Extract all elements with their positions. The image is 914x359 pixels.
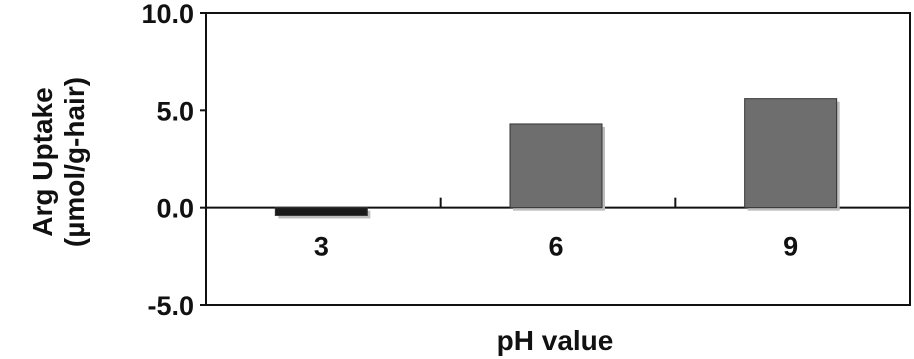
x-tick-label: 6: [548, 232, 563, 262]
y-axis-title-line-2: (µmol/g-hair): [59, 77, 90, 247]
bar-ph-9: [744, 98, 838, 209]
y-axis-title: Arg Uptake (µmol/g-hair): [27, 77, 90, 247]
y-axis-ticks: 10.0 5.0 0.0 -5.0: [141, 0, 206, 321]
plot-frame: [205, 12, 911, 306]
bar-ph-6: [509, 123, 603, 209]
plot-area: 3 6 9: [205, 12, 911, 306]
bar-ph-3: [274, 207, 368, 216]
y-tick-label: 10.0: [141, 0, 194, 29]
y-tick-label: 0.0: [156, 194, 194, 224]
y-tick-label: -5.0: [147, 291, 194, 321]
bars-group: [274, 98, 840, 219]
x-tick-label: 3: [314, 232, 329, 262]
y-axis-title-line-1: Arg Uptake: [27, 87, 58, 236]
x-tick-label: 9: [783, 232, 798, 262]
x-axis-ticks: 3 6 9: [314, 197, 798, 262]
y-tick-label: 5.0: [156, 96, 194, 126]
x-axis-title: pH value: [497, 325, 614, 356]
